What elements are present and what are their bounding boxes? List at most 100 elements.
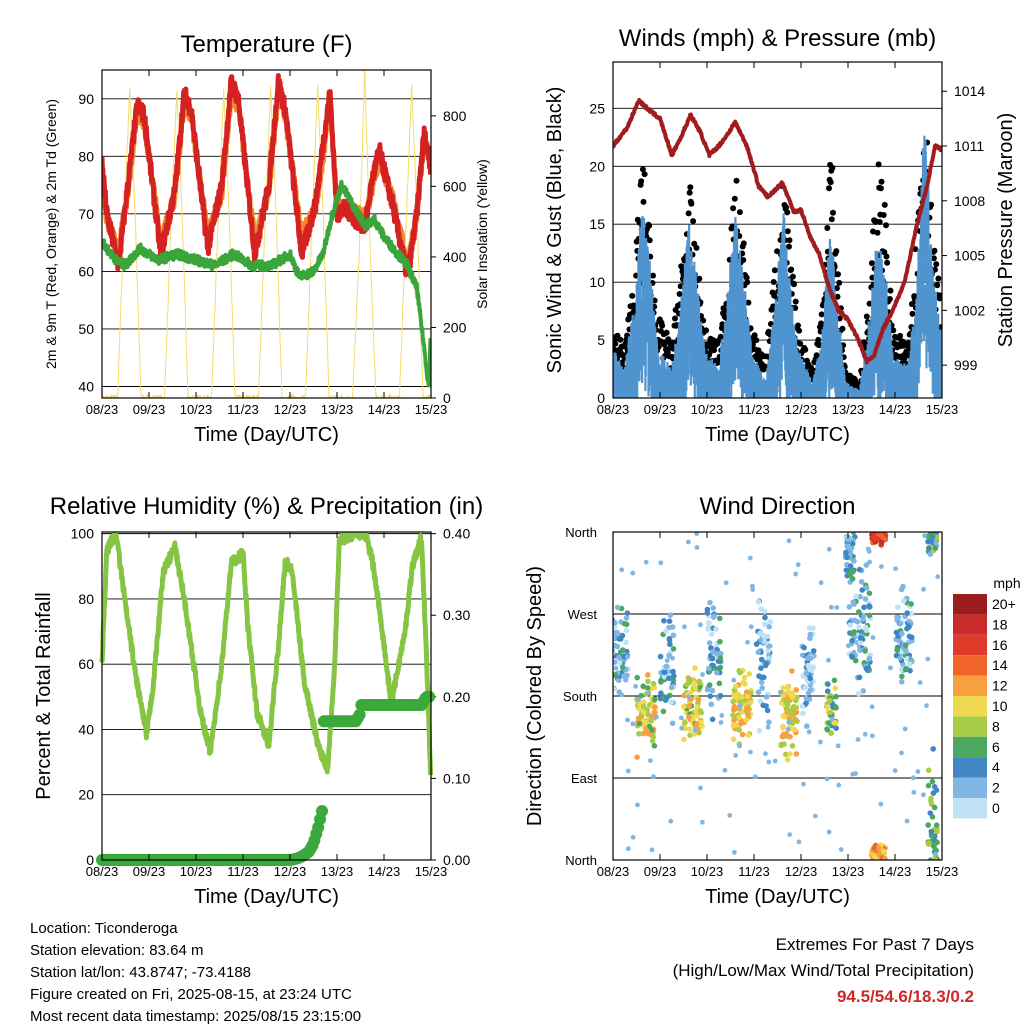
winds-panel: Winds (mph) & Pressure (mb) 0 5 10 15 20 25 999…: [544, 25, 1017, 446]
humidity-x-tick-label: 14/23: [368, 864, 401, 879]
wind-direction-point: [614, 604, 621, 611]
humidity-y-tick-label: 0: [86, 852, 94, 868]
humidity-x-tick-label: 13/23: [321, 864, 354, 879]
wind-direction-x-tick-label: 15/23: [926, 864, 959, 879]
wind-direction-point: [716, 680, 723, 687]
gust-point: [866, 300, 873, 307]
humidity-y-tick-label: 40: [78, 721, 94, 737]
wind-direction-point: [829, 716, 835, 722]
wind-direction-point: [743, 689, 750, 695]
wind-direction-point: [760, 632, 766, 639]
gust-point: [792, 298, 799, 305]
wind-direction-point: [667, 612, 674, 618]
wind-direction-point: [648, 718, 654, 724]
humidity-x-tick-label: 09/23: [133, 864, 166, 879]
td-line: [102, 179, 431, 388]
wind-direction-point: [763, 751, 768, 757]
wind-direction-point: [745, 639, 750, 645]
wind-direction-point: [904, 818, 910, 824]
extremes-subtitle: (High/Low/Max Wind/Total Precipitation): [672, 961, 974, 980]
wind-direction-point: [682, 624, 687, 630]
wind-direction-point: [709, 687, 716, 694]
wind-direction-point: [863, 665, 870, 672]
gust-point: [890, 327, 897, 334]
wind-direction-point: [625, 768, 631, 774]
wind-direction-point: [899, 630, 905, 637]
wind-direction-point: [649, 727, 655, 733]
wind-direction-point: [645, 672, 651, 678]
wind-direction-point: [623, 639, 629, 646]
gust-point: [770, 279, 777, 285]
wind-direction-point: [706, 619, 712, 626]
wind-direction-point: [846, 643, 851, 649]
wind-direction-point: [739, 731, 746, 738]
wind-direction-point: [616, 660, 623, 666]
wind-direction-point: [623, 615, 630, 621]
wind-direction-point: [847, 622, 853, 628]
wind-direction-point: [870, 635, 876, 640]
wind-direction-point: [793, 709, 800, 716]
location-text: Location: Ticonderoga: [30, 920, 178, 937]
wind-direction-point: [616, 654, 622, 661]
gust-point: [711, 347, 717, 354]
winds-y-tick-label: 10: [589, 274, 605, 290]
wind-direction-point: [903, 665, 909, 672]
wind-direction-point: [710, 649, 716, 655]
wind-direction-point: [911, 789, 917, 795]
wind-direction-point: [906, 661, 913, 668]
winds-plot-frame: [612, 61, 943, 399]
wind-direction-point: [857, 639, 864, 646]
wind-direction-point: [828, 604, 834, 610]
wind-direction-point: [638, 692, 644, 699]
winds-y-tick-label: 0: [597, 390, 605, 406]
wind-direction-point: [857, 593, 863, 600]
gust-point: [868, 260, 875, 267]
wind-direction-point: [707, 693, 714, 699]
wind-direction-point: [838, 847, 844, 852]
wind-direction-point: [807, 687, 814, 693]
wind-direction-point: [686, 539, 691, 545]
temperature-y-tick-label: 50: [78, 321, 94, 337]
wind-direction-point: [778, 742, 784, 749]
wind-direction-x-tick-label: 10/23: [691, 864, 724, 879]
wind-direction-point: [784, 699, 791, 706]
wind-direction-point: [835, 743, 841, 749]
precipitation-point: [423, 690, 436, 703]
wind-direction-point: [846, 604, 853, 610]
wind-direction-point: [757, 698, 764, 704]
gust-point: [688, 200, 695, 207]
wind-direction-point: [870, 733, 875, 739]
wind-direction-x-axis-label: Time (Day/UTC): [705, 886, 850, 908]
speed-legend: mph 20+ 18 16 14 12 10 8 6 4 2 0: [953, 575, 1021, 819]
station-info: Location: Ticonderoga Station elevation:…: [30, 918, 361, 1028]
wind-direction-point: [826, 720, 832, 726]
gust-point: [884, 259, 891, 266]
gust-point: [740, 257, 747, 263]
wind-direction-point: [898, 586, 905, 593]
temperature-x-tick-label: 11/23: [227, 402, 259, 417]
wind-direction-point: [624, 610, 631, 616]
wind-direction-point: [736, 714, 743, 721]
wind-direction-point: [614, 643, 621, 650]
wind-direction-point: [790, 718, 797, 725]
wind-direction-point: [876, 851, 882, 858]
wind-direction-point: [696, 684, 703, 690]
elevation-text: Station elevation: 83.64 m: [30, 942, 204, 959]
gust-point: [751, 332, 758, 339]
wind-direction-point: [733, 683, 739, 690]
wind-direction-point: [666, 675, 672, 682]
legend-swatch: [953, 634, 987, 656]
wind-direction-point: [634, 754, 640, 760]
wind-direction-point: [796, 839, 802, 845]
wind-direction-point: [866, 590, 873, 596]
wind-direction-point: [763, 694, 770, 700]
wind-direction-point: [879, 564, 884, 569]
sonic-wind-trace: [613, 135, 942, 398]
wind-direction-point: [640, 703, 647, 710]
legend-swatch: [953, 736, 987, 758]
wind-direction-point: [930, 746, 936, 752]
wind-direction-point: [657, 653, 664, 660]
humidity-y-tick-label: 60: [78, 656, 94, 672]
wind-direction-point: [863, 562, 870, 568]
gust-point: [931, 247, 938, 254]
